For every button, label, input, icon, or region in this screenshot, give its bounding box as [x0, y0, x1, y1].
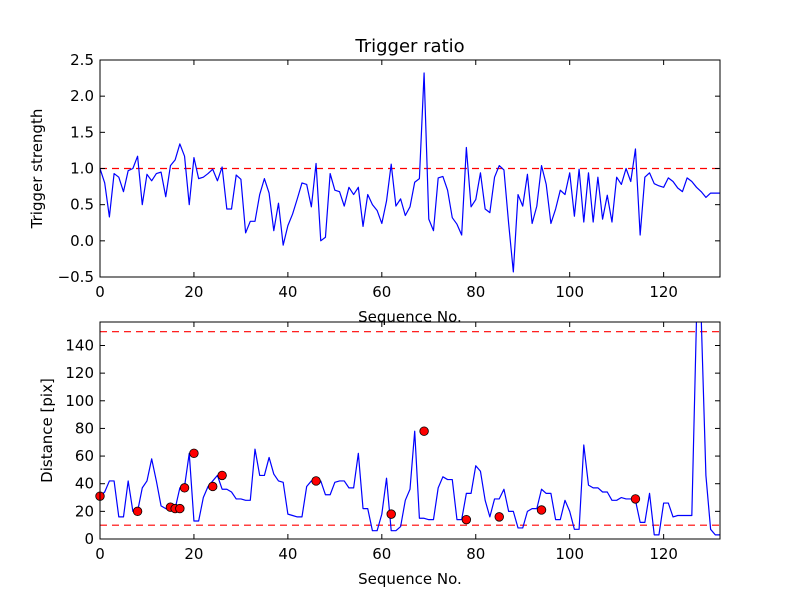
data-point-marker — [179, 483, 190, 493]
y-tick-label: 80 — [75, 419, 94, 437]
series-line — [100, 322, 720, 536]
y-tick-label: 120 — [65, 364, 94, 382]
data-point-marker — [132, 506, 143, 517]
x-tick-label: 20 — [184, 545, 203, 563]
chart-title: Trigger ratio — [354, 36, 464, 57]
y-tick-label: −0.5 — [58, 268, 94, 286]
y-tick-label: 0 — [84, 530, 94, 548]
data-point-marker — [536, 505, 547, 515]
y-tick-label: 140 — [65, 336, 94, 354]
y-tick-label: 0.5 — [70, 196, 94, 214]
x-tick-label: 0 — [95, 545, 105, 563]
series-line — [100, 72, 720, 273]
x-tick-label: 40 — [278, 283, 297, 301]
plot-area-frame — [99, 59, 721, 278]
data-point-marker — [494, 512, 504, 522]
x-tick-label: 20 — [184, 283, 203, 301]
trigger-ratio-chart: Trigger ratio Sequence No. Trigger stren… — [28, 36, 721, 326]
data-point-marker — [386, 509, 396, 519]
x-axis-label: Sequence No. — [358, 570, 462, 588]
x-tick-label: 80 — [466, 283, 485, 301]
data-point-marker — [208, 481, 218, 492]
plot-area-frame — [99, 321, 721, 540]
y-tick-label: 20 — [75, 502, 94, 520]
plot-data — [100, 322, 720, 536]
y-axis-label: Distance [pix] — [38, 378, 56, 483]
y-tick-label: 60 — [75, 447, 94, 465]
y-tick-label: 40 — [75, 475, 94, 493]
data-point-marker — [461, 514, 472, 525]
x-tick-label: 80 — [466, 545, 485, 563]
y-tick-label: 0.0 — [70, 232, 94, 250]
x-tick-label: 60 — [372, 545, 391, 563]
data-point-marker — [189, 448, 199, 459]
y-tick-label: 2.5 — [70, 51, 94, 69]
x-tick-label: 40 — [278, 545, 297, 563]
data-point-marker — [175, 503, 185, 514]
data-point-marker — [217, 470, 227, 481]
plot-data — [100, 72, 720, 273]
data-point-marker — [311, 476, 321, 486]
x-axis-label: Sequence No. — [358, 308, 462, 326]
x-tick-label: 100 — [555, 545, 584, 563]
data-point-marker — [630, 494, 641, 504]
y-tick-label: 1.0 — [70, 160, 94, 178]
x-tick-label: 60 — [372, 283, 391, 301]
y-tick-label: 100 — [65, 392, 94, 410]
x-tick-label: 120 — [649, 545, 678, 563]
distance-chart: Sequence No. Distance [pix] 0 20 40 60 80 100… — [38, 321, 721, 588]
x-tick-label: 0 — [95, 283, 105, 301]
x-tick-label: 100 — [555, 283, 584, 301]
data-point-marker — [419, 426, 429, 436]
y-tick-label: 2.0 — [70, 87, 94, 105]
x-tick-label: 120 — [649, 283, 678, 301]
y-axis-label: Trigger strength — [28, 109, 46, 230]
y-tick-label: 1.5 — [70, 123, 94, 141]
